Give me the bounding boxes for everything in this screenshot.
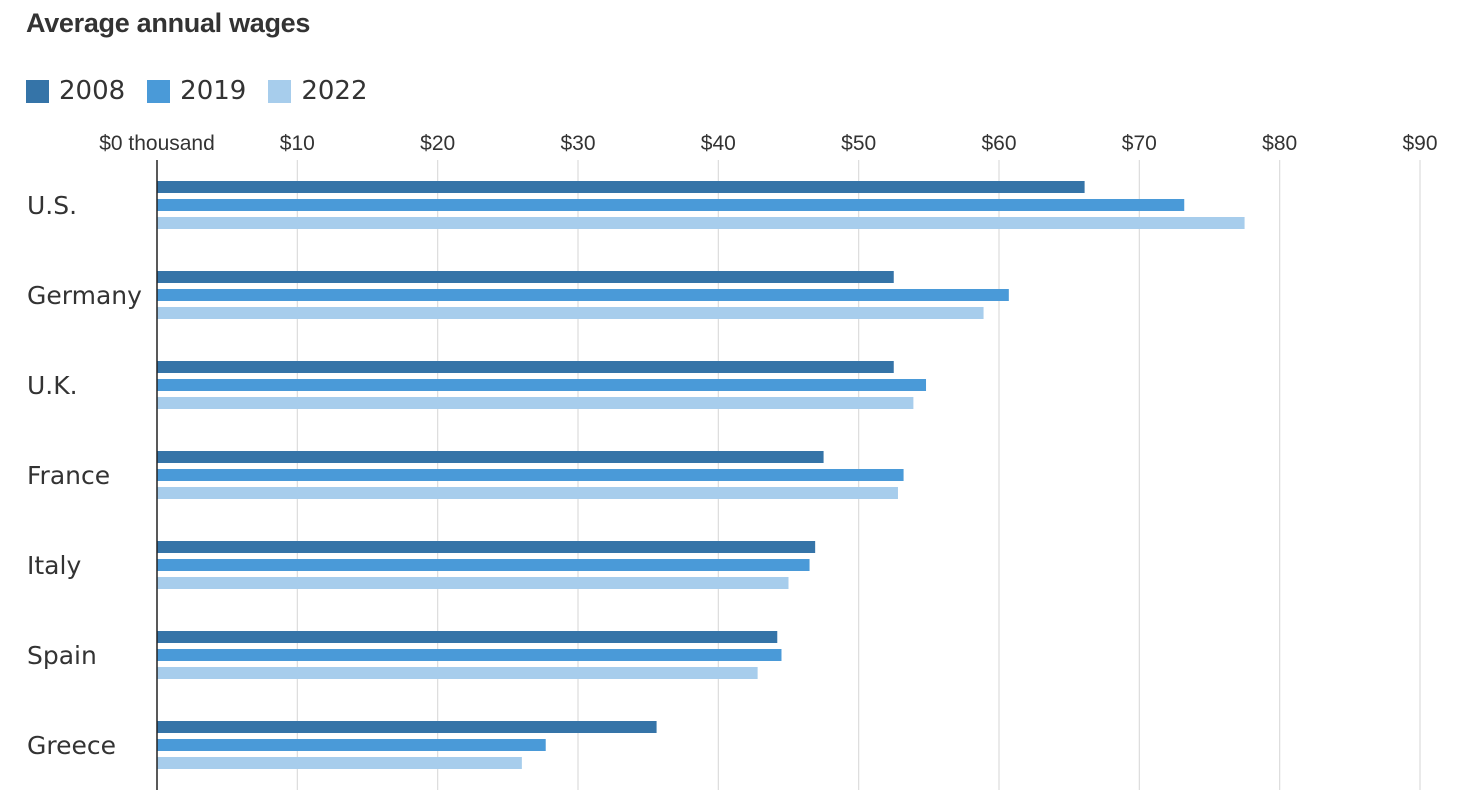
bar-2008-2: [157, 361, 894, 373]
bar-2022-6: [157, 757, 522, 769]
legend-label-2019: 2019: [180, 76, 247, 106]
bar-2008-6: [157, 721, 657, 733]
bar-2019-6: [157, 739, 546, 751]
category-label-6: Greece: [27, 731, 116, 760]
x-tick-label-30: $30: [560, 132, 595, 155]
category-label-2: U.K.: [27, 371, 78, 400]
legend-label-2022: 2022: [301, 76, 368, 106]
legend-swatch-2019: [147, 79, 171, 103]
x-tick-label-0: $0 thousand: [99, 132, 215, 155]
bar-2008-0: [157, 181, 1085, 193]
bar-2022-5: [157, 667, 758, 679]
bar-2008-3: [157, 451, 824, 463]
legend-item-2008: 2008: [26, 76, 125, 106]
legend-label-2008: 2008: [59, 76, 126, 106]
x-tick-label-20: $20: [420, 132, 455, 155]
bar-2019-5: [157, 649, 782, 661]
category-label-5: Spain: [27, 641, 97, 670]
x-tick-label-10: $10: [280, 132, 315, 155]
legend: 2008 2019 2022: [26, 76, 390, 106]
legend-item-2022: 2022: [268, 76, 368, 106]
bar-2019-3: [157, 469, 904, 481]
bar-2019-2: [157, 379, 927, 391]
bar-2019-4: [157, 559, 810, 571]
x-tick-label-50: $50: [841, 132, 876, 155]
bar-2022-3: [157, 487, 898, 499]
bar-2022-2: [157, 397, 914, 409]
legend-item-2019: 2019: [147, 76, 246, 106]
x-tick-label-70: $70: [1122, 132, 1157, 155]
bar-2022-1: [157, 307, 984, 319]
x-tick-label-60: $60: [981, 132, 1016, 155]
bar-2008-1: [157, 271, 894, 283]
chart-title: Average annual wages: [26, 8, 311, 38]
bar-2022-0: [157, 217, 1245, 229]
x-tick-label-80: $80: [1262, 132, 1297, 155]
x-tick-label-90: $90: [1402, 132, 1437, 155]
category-label-4: Italy: [27, 551, 81, 580]
legend-swatch-2022: [268, 79, 292, 103]
category-label-0: U.S.: [27, 191, 77, 220]
legend-swatch-2008: [26, 79, 49, 103]
x-tick-label-40: $40: [701, 132, 736, 155]
category-label-1: Germany: [27, 281, 142, 310]
bar-2019-0: [157, 199, 1185, 211]
bar-2008-5: [157, 631, 778, 643]
bar-2019-1: [157, 289, 1009, 301]
category-label-3: France: [27, 461, 110, 490]
bar-2008-4: [157, 541, 816, 553]
bar-2022-4: [157, 577, 789, 589]
